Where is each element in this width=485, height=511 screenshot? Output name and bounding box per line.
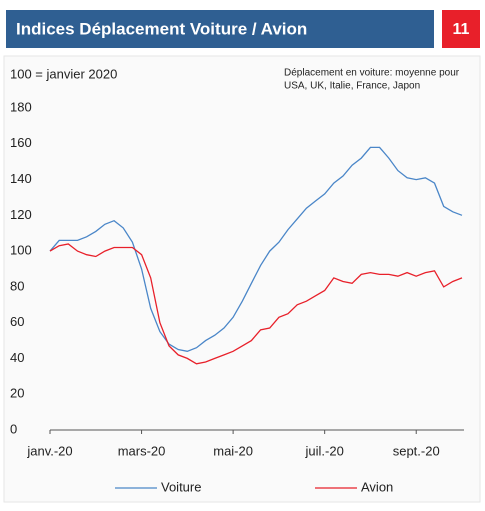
- legend-label: Voiture: [161, 479, 201, 494]
- note: Déplacement en voiture: moyenne pour: [284, 68, 460, 79]
- note: USA, UK, Italie, France, Japon: [284, 81, 420, 92]
- x-tick-label: mai-20: [213, 443, 253, 458]
- y-tick-label: 60: [10, 314, 24, 329]
- x-tick-label: sept.-20: [393, 443, 440, 458]
- x-tick-label: janv.-20: [26, 443, 72, 458]
- header-title: Indices Déplacement Voiture / Avion: [16, 19, 307, 38]
- subtitle: 100 = janvier 2020: [10, 66, 117, 81]
- page-number-box: [442, 10, 480, 48]
- x-tick-label: mars-20: [118, 443, 166, 458]
- chart-background: [3, 55, 481, 503]
- line-series: [49, 243, 463, 365]
- header-bar: [6, 10, 434, 48]
- page-number: 11: [453, 21, 470, 38]
- y-tick-label: 20: [10, 386, 24, 401]
- y-tick-label: 100: [10, 243, 32, 258]
- y-tick-label: 40: [10, 350, 24, 365]
- y-tick-label: 180: [10, 99, 32, 114]
- y-tick-label: 80: [10, 278, 24, 293]
- x-tick-label: juil.-20: [305, 443, 344, 458]
- legend-label: Avion: [361, 479, 393, 494]
- y-tick-label: 120: [10, 207, 32, 222]
- y-tick-label: 160: [10, 135, 32, 150]
- y-tick-label: 0: [10, 421, 17, 436]
- line-series: [49, 146, 463, 352]
- y-tick-label: 140: [10, 171, 32, 186]
